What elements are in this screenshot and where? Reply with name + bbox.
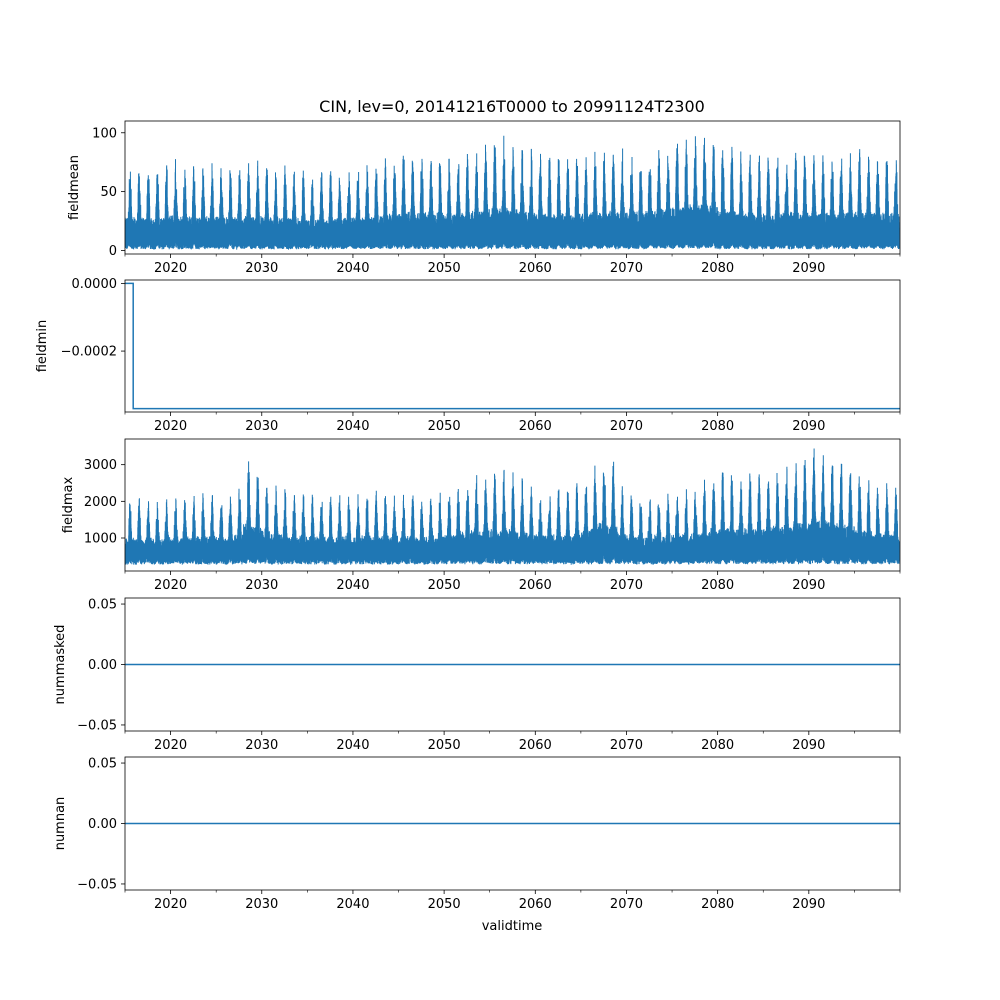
y-tick-label: 0	[109, 244, 117, 259]
x-tick-label: 2050	[428, 738, 461, 753]
y-tick-label: 0.00	[88, 817, 117, 832]
y-tick-label: 100	[92, 126, 117, 141]
x-tick-label: 2030	[245, 897, 278, 912]
x-tick-label: 2040	[336, 261, 369, 276]
axes-frame	[124, 279, 901, 413]
subplots: 2020 2030 2040 2050 2060 2070 2080 2090 0 50 100 fi…	[35, 120, 901, 912]
x-tick-label: 2090	[792, 897, 825, 912]
axes-frame	[124, 438, 901, 572]
y-tick-label: 0.0000	[72, 277, 118, 292]
y-axis-label: nummasked	[53, 625, 68, 705]
x-tick-label: 2070	[610, 578, 643, 593]
x-tick-label: 2090	[792, 419, 825, 434]
y-tick-label: 1000	[84, 532, 117, 547]
subplot-fieldmin: 2020 2030 2040 2050 2060 2070 2080 2090 0.0000 −0…	[35, 277, 901, 434]
x-tick-label: 2070	[610, 897, 643, 912]
series-line-fieldmax	[125, 448, 900, 565]
y-tick-label: 0.05	[88, 757, 117, 772]
x-tick-label: 2020	[154, 578, 187, 593]
subplot-fieldmax: 2020 2030 2040 2050 2060 2070 2080 2090 1000 2000…	[61, 438, 901, 593]
y-tick-label: −0.05	[77, 877, 117, 892]
x-tick-label: 2090	[792, 261, 825, 276]
x-tick-label: 2060	[519, 578, 552, 593]
x-tick-label: 2040	[336, 419, 369, 434]
y-tick-label: 0.00	[88, 658, 117, 673]
x-tick-label: 2060	[519, 419, 552, 434]
subplot-numnan: 2020 2030 2040 2050 2060 2070 2080 2090 0.05 0.00…	[53, 757, 901, 912]
y-tick-label: 50	[100, 185, 117, 200]
y-tick-label: 3000	[84, 458, 117, 473]
x-tick-label: 2070	[610, 419, 643, 434]
x-tick-label: 2060	[519, 261, 552, 276]
x-tick-label: 2080	[701, 897, 734, 912]
x-tick-label: 2030	[245, 738, 278, 753]
x-tick-label: 2080	[701, 419, 734, 434]
axes-frame	[124, 120, 901, 255]
x-tick-label: 2090	[792, 738, 825, 753]
subplot-nummasked: 2020 2030 2040 2050 2060 2070 2080 2090 0.05 0.00…	[53, 598, 901, 753]
subplot-fieldmean: 2020 2030 2040 2050 2060 2070 2080 2090 0 50 100 fi…	[67, 120, 901, 276]
x-tick-label: 2040	[336, 578, 369, 593]
x-tick-label: 2060	[519, 897, 552, 912]
x-tick-label: 2040	[336, 738, 369, 753]
x-tick-label: 2030	[245, 419, 278, 434]
x-tick-label: 2060	[519, 738, 552, 753]
x-tick-label: 2070	[610, 261, 643, 276]
x-tick-label: 2050	[428, 261, 461, 276]
y-axis-label: fieldmean	[67, 155, 82, 220]
x-tick-label: 2020	[154, 738, 187, 753]
y-axis-label: numnan	[53, 797, 68, 851]
y-axis-label: fieldmax	[61, 477, 76, 534]
x-tick-label: 2050	[428, 419, 461, 434]
series-line-fieldmin	[125, 282, 900, 410]
x-tick-label: 2080	[701, 261, 734, 276]
x-tick-label: 2080	[701, 738, 734, 753]
x-tick-label: 2030	[245, 578, 278, 593]
x-tick-label: 2020	[154, 897, 187, 912]
x-tick-label: 2040	[336, 897, 369, 912]
y-tick-label: −0.0002	[61, 345, 117, 360]
x-tick-label: 2070	[610, 738, 643, 753]
x-tick-label: 2020	[154, 261, 187, 276]
x-tick-label: 2050	[428, 578, 461, 593]
x-tick-label: 2090	[792, 578, 825, 593]
chart-title: CIN, lev=0, 20141216T0000 to 20991124T23…	[319, 97, 705, 116]
x-tick-label: 2030	[245, 261, 278, 276]
x-tick-label: 2020	[154, 419, 187, 434]
y-tick-label: −0.05	[77, 718, 117, 733]
x-tick-label: 2050	[428, 897, 461, 912]
x-tick-label: 2080	[701, 578, 734, 593]
y-axis-label: fieldmin	[35, 320, 50, 373]
y-tick-label: 2000	[84, 495, 117, 510]
series-line-fieldmean	[125, 135, 900, 250]
x-axis-label: validtime	[482, 919, 543, 934]
y-tick-label: 0.05	[88, 598, 117, 613]
